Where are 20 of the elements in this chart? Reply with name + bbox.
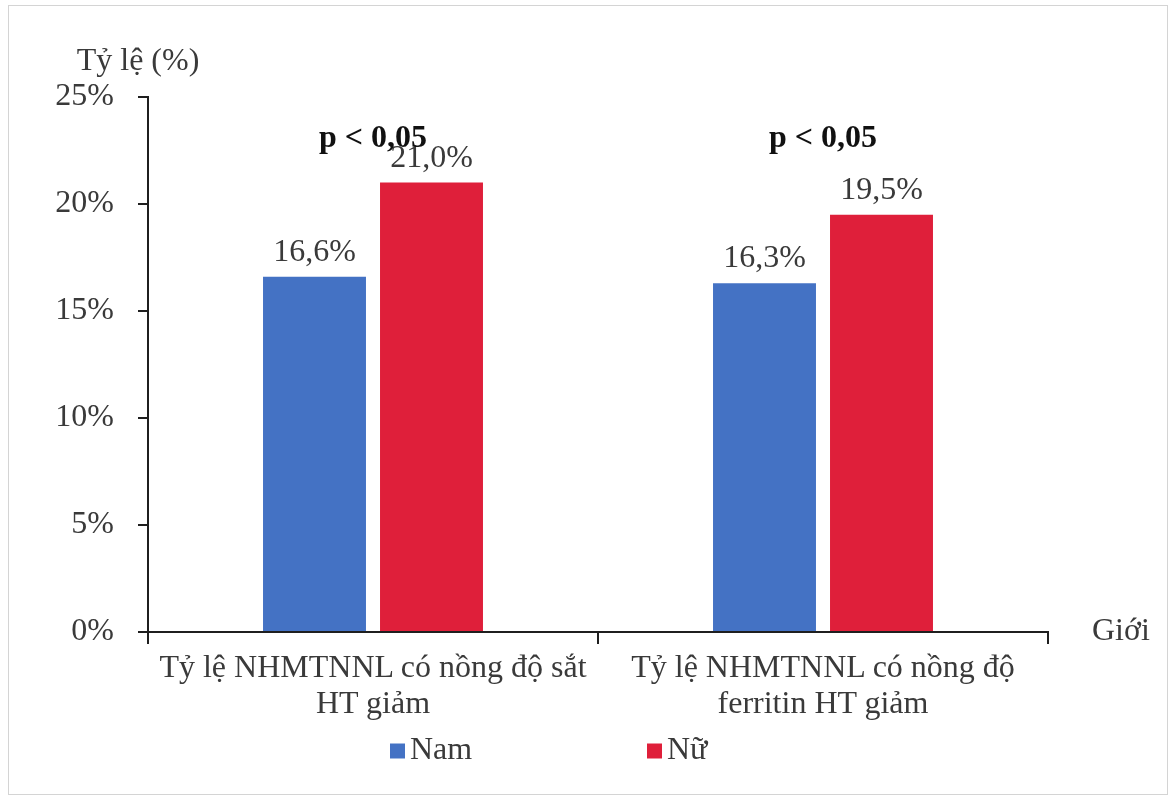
annotation: p < 0,05 [768, 118, 878, 155]
data-label: 16,6% [273, 231, 356, 268]
y-tick-label: 25% [55, 76, 114, 113]
data-label: 16,3% [723, 238, 806, 275]
legend-label: Nữ [667, 730, 710, 767]
y-axis-title: Tỷ lệ (%) [76, 41, 200, 78]
y-tick-label: 10% [55, 397, 114, 434]
bar [263, 276, 366, 631]
y-tick-label: 20% [55, 183, 114, 220]
y-tick-label: 15% [55, 290, 114, 327]
data-label: 19,5% [840, 169, 923, 206]
legend-label: Nam [410, 730, 473, 767]
x-tick-label: Tỷ lệ NHMTNNL có nồng độ sắt HT giảm [159, 648, 587, 721]
bar [713, 283, 816, 631]
bar [830, 214, 933, 631]
x-axis-title: Giới [1092, 611, 1150, 648]
y-tick-label: 5% [71, 504, 114, 541]
x-tick-label: Tỷ lệ NHMTNNL có nồng độ ferritin HT giảm [631, 648, 1015, 721]
bar [380, 182, 483, 631]
y-tick-label: 0% [71, 611, 114, 648]
